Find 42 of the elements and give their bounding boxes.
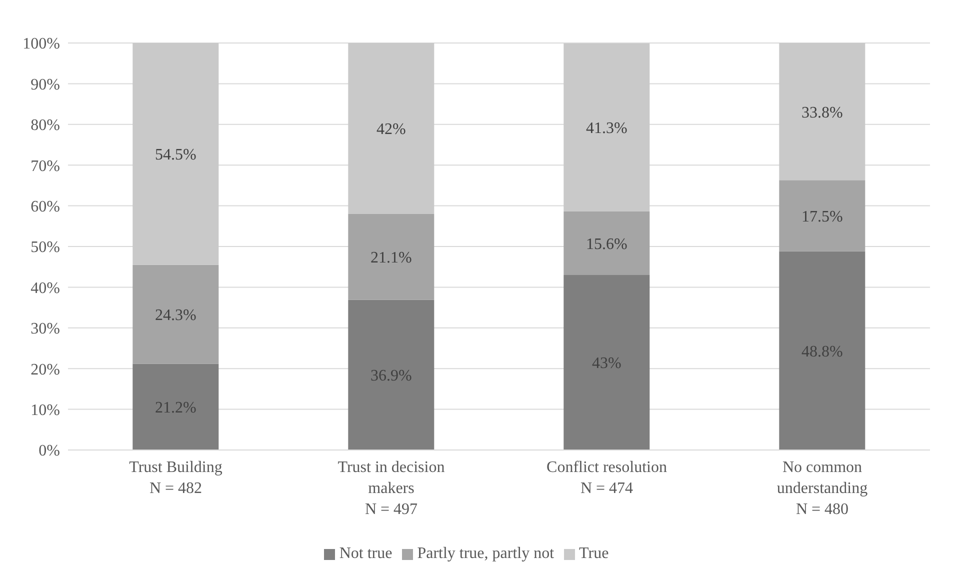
x-tick-label: Trust in decision makers N = 497 <box>338 459 445 518</box>
y-tick-label: 50% <box>30 239 60 256</box>
bar <box>132 364 219 450</box>
data-label: 41.3% <box>586 120 628 138</box>
bar <box>132 264 219 364</box>
data-label: 17.5% <box>801 208 843 226</box>
y-tick-label: 30% <box>30 320 60 338</box>
data-label: 21.1% <box>370 250 412 267</box>
bar <box>564 274 650 450</box>
data-label: 33.8% <box>801 104 843 122</box>
data-label: 48.8% <box>801 343 843 360</box>
bar <box>348 214 434 300</box>
bar <box>132 43 219 265</box>
y-tick-label: 40% <box>30 280 60 297</box>
legend-label: True <box>579 545 609 562</box>
x-tick-label: Trust Building N = 482 <box>129 459 222 497</box>
y-tick-label: 0% <box>38 442 60 460</box>
bar <box>564 212 650 275</box>
y-tick-label: 100% <box>22 36 60 53</box>
data-label: 43% <box>592 355 622 372</box>
bar <box>564 43 650 212</box>
y-tick-label: 70% <box>30 158 60 175</box>
x-tick-label: Conflict resolution N = 474 <box>546 459 667 497</box>
y-tick-label: 90% <box>30 76 60 94</box>
data-label: 21.2% <box>154 400 196 417</box>
bar <box>779 43 866 180</box>
legend-label: Partly true, partly not <box>417 545 554 562</box>
bar <box>348 300 434 450</box>
y-tick-label: 20% <box>30 361 60 378</box>
data-label: 42% <box>376 121 406 138</box>
legend-label: Not true <box>339 545 392 562</box>
data-label: 24.3% <box>154 306 196 324</box>
x-tick-label: No common understanding N = 480 <box>776 459 868 518</box>
data-label: 54.5% <box>154 146 196 164</box>
data-label: 15.6% <box>586 236 628 253</box>
bar <box>779 180 866 252</box>
bar <box>348 43 434 214</box>
y-tick-label: 10% <box>30 402 60 419</box>
data-label: 36.9% <box>370 368 412 385</box>
bar <box>779 251 866 450</box>
y-tick-label: 60% <box>30 198 60 216</box>
y-tick-label: 80% <box>30 117 60 134</box>
